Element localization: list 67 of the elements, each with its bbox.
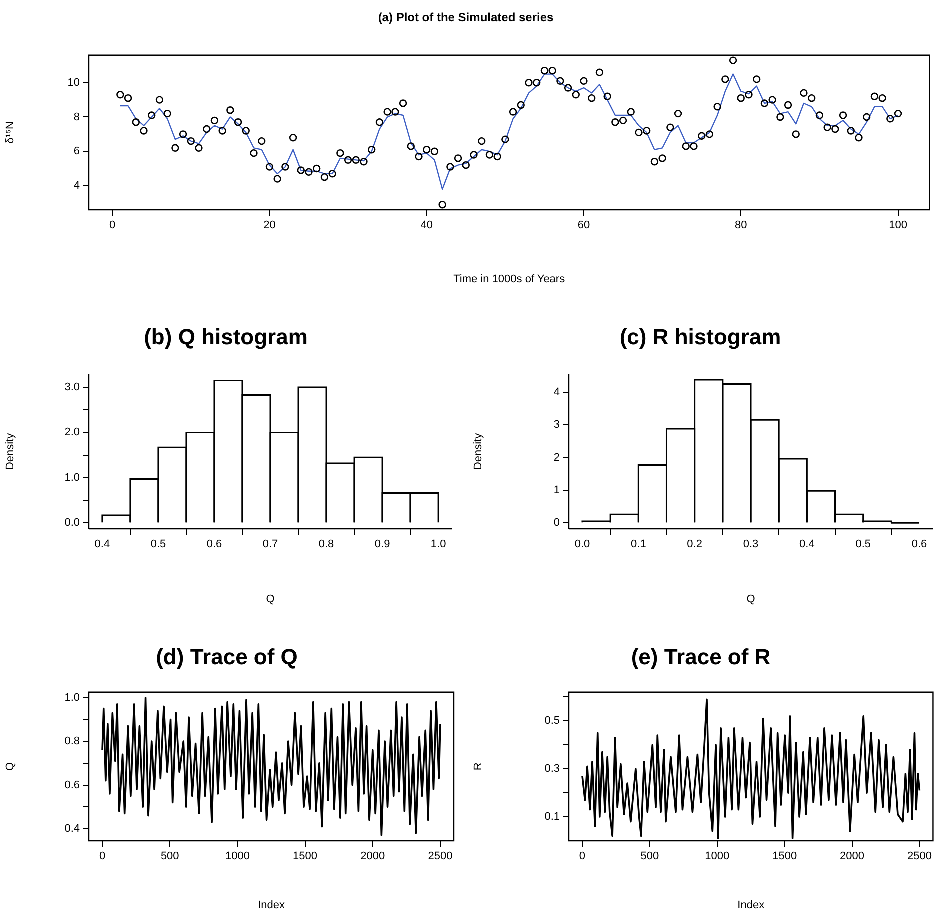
chart-title: (b) Q histogram: [144, 324, 308, 350]
y-tick-label: 2.0: [64, 426, 80, 439]
y-tick-label: 0.1: [544, 811, 560, 824]
y-tick-label: 3: [554, 419, 560, 432]
y-axis-title: Density: [4, 432, 17, 470]
x-tick-label: 0.6: [206, 538, 222, 551]
x-axis-title: Index: [258, 899, 286, 912]
x-tick-label: 0.5: [150, 538, 166, 551]
y-tick-label: 10: [68, 76, 80, 89]
y-tick-label: 8: [74, 111, 80, 124]
y-axis-title: R: [472, 762, 485, 771]
x-tick-label: 0.5: [856, 538, 871, 551]
y-tick-label: 0.5: [544, 715, 560, 728]
x-tick-label: 0.1: [631, 538, 646, 551]
x-tick-label: 500: [640, 850, 660, 863]
y-tick-label: 0.8: [64, 736, 80, 748]
x-tick-label: 0.4: [800, 538, 815, 551]
x-tick-label: 1500: [293, 850, 318, 863]
x-tick-label: 500: [160, 850, 180, 863]
y-tick-label: 0.6: [64, 779, 80, 792]
y-tick-label: 0.3: [544, 763, 560, 776]
y-tick-label: 4: [74, 180, 80, 192]
x-tick-label: 60: [578, 220, 590, 232]
y-tick-label: 1.0: [64, 472, 80, 484]
y-tick-label: 0.4: [64, 823, 80, 836]
x-tick-label: 0.9: [374, 538, 390, 551]
y-tick-label: 4: [554, 386, 560, 398]
x-tick-label: 0.6: [912, 538, 928, 551]
x-tick-label: 1000: [705, 850, 730, 863]
y-axis-title: Density: [472, 432, 485, 470]
x-tick-label: 0.3: [743, 538, 759, 551]
x-tick-label: 0: [579, 850, 586, 863]
x-axis-title: Time in 1000s of Years: [454, 273, 566, 286]
x-tick-label: 0: [99, 850, 106, 863]
x-axis-title: Q: [266, 593, 276, 606]
x-tick-label: 40: [420, 220, 433, 232]
x-axis-title: Index: [738, 899, 766, 912]
y-tick-label: 3.0: [64, 382, 80, 394]
x-tick-label: 2000: [360, 850, 386, 863]
x-tick-label: 0.7: [262, 538, 278, 551]
x-tick-label: 0.2: [687, 538, 702, 551]
y-tick-label: 0.0: [64, 517, 80, 530]
y-tick-label: 1.0: [64, 692, 80, 704]
chart-title: (d) Trace of Q: [156, 644, 298, 670]
x-tick-label: 2000: [840, 850, 865, 863]
y-tick-label: 2: [554, 452, 560, 464]
y-axis-title: Q: [4, 762, 17, 771]
x-tick-label: 0.4: [94, 538, 110, 551]
x-tick-label: 0: [110, 220, 116, 232]
x-tick-label: 80: [735, 220, 748, 232]
chart-title: (c) R histogram: [620, 324, 782, 350]
y-axis-title: δ¹⁵N: [4, 122, 17, 144]
x-tick-label: 100: [889, 220, 908, 232]
y-tick-label: 1: [554, 484, 560, 496]
y-tick-label: 0: [554, 517, 560, 530]
x-tick-label: 2500: [907, 850, 932, 863]
x-tick-label: 1000: [225, 850, 250, 863]
x-tick-label: 20: [264, 220, 276, 232]
x-tick-label: 1.0: [430, 538, 446, 551]
chart-title: (e) Trace of R: [631, 644, 771, 670]
x-axis-title: Q: [746, 593, 756, 606]
x-tick-label: 2500: [428, 850, 453, 863]
chart-title: (a) Plot of the Simulated series: [378, 10, 554, 25]
x-tick-label: 0.8: [318, 538, 334, 551]
x-tick-label: 1500: [772, 850, 798, 863]
x-tick-label: 0.0: [574, 538, 590, 551]
y-tick-label: 6: [74, 146, 80, 158]
